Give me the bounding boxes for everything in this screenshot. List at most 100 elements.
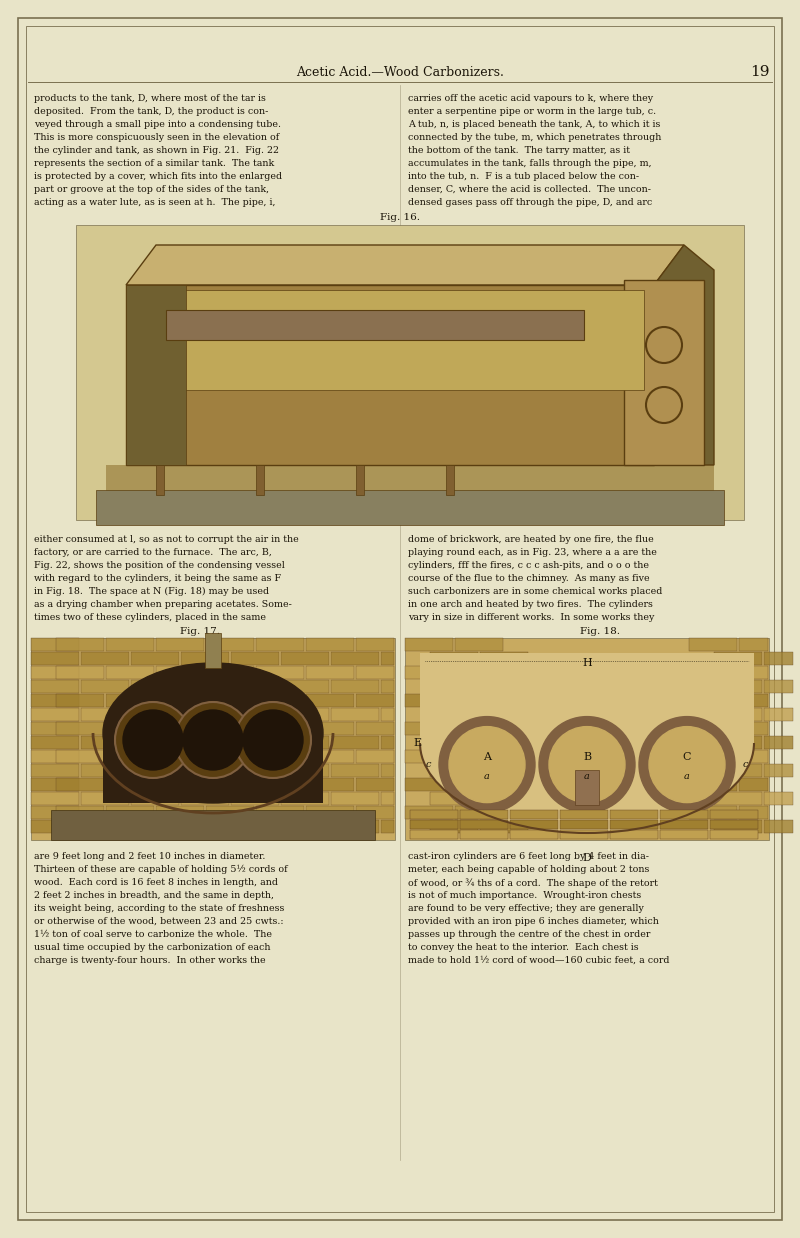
Bar: [206, 722, 254, 735]
Circle shape: [175, 702, 251, 777]
Bar: [256, 750, 304, 763]
Bar: [181, 737, 229, 749]
Text: 19: 19: [750, 66, 770, 79]
Text: C: C: [682, 751, 691, 761]
Bar: [256, 638, 304, 651]
Bar: [31, 652, 79, 665]
Bar: [689, 777, 737, 791]
Bar: [156, 806, 204, 820]
Bar: [455, 750, 503, 763]
Bar: [256, 465, 264, 495]
Bar: [739, 750, 768, 763]
Bar: [510, 810, 558, 820]
Bar: [81, 680, 129, 693]
Bar: [455, 806, 503, 820]
Bar: [510, 820, 558, 829]
Text: provided with an iron pipe 6 inches diameter, which: provided with an iron pipe 6 inches diam…: [408, 917, 659, 926]
Bar: [206, 806, 254, 820]
Bar: [31, 638, 395, 841]
Bar: [455, 666, 503, 678]
Text: veyed through a small pipe into a condensing tube.: veyed through a small pipe into a conden…: [34, 120, 281, 129]
Bar: [430, 820, 478, 833]
Text: into the tub, n.  F is a tub placed below the con-: into the tub, n. F is a tub placed below…: [408, 172, 639, 181]
Text: Fig. 16.: Fig. 16.: [380, 213, 420, 222]
Bar: [256, 806, 304, 820]
Text: times two of these cylinders, placed in the same: times two of these cylinders, placed in …: [34, 613, 266, 621]
Text: to convey the heat to the interior.  Each chest is: to convey the heat to the interior. Each…: [408, 943, 638, 952]
Bar: [455, 695, 503, 707]
Bar: [405, 638, 769, 841]
Bar: [660, 810, 708, 820]
Text: vary in size in different works.  In some works they: vary in size in different works. In some…: [408, 613, 654, 621]
Bar: [106, 666, 154, 678]
Bar: [156, 695, 204, 707]
Text: A tub, n, is placed beneath the tank, A, to which it is: A tub, n, is placed beneath the tank, A,…: [408, 120, 660, 129]
Bar: [480, 652, 528, 665]
Bar: [206, 695, 254, 707]
Bar: [405, 750, 453, 763]
Bar: [181, 680, 229, 693]
Circle shape: [649, 727, 725, 802]
Text: charge is twenty-four hours.  In other works the: charge is twenty-four hours. In other wo…: [34, 956, 266, 964]
Bar: [256, 695, 304, 707]
Text: Fig. 17.: Fig. 17.: [180, 626, 220, 636]
Bar: [410, 810, 458, 820]
Bar: [136, 290, 644, 390]
Circle shape: [639, 717, 735, 812]
Bar: [306, 722, 354, 735]
Bar: [430, 708, 478, 721]
Text: of wood, or ¾ ths of a cord.  The shape of the retort: of wood, or ¾ ths of a cord. The shape o…: [408, 878, 658, 888]
Bar: [714, 820, 762, 833]
Bar: [331, 820, 379, 833]
Text: usual time occupied by the carbonization of each: usual time occupied by the carbonization…: [34, 943, 270, 952]
Ellipse shape: [420, 652, 754, 833]
Bar: [764, 680, 793, 693]
Text: part or groove at the top of the sides of the tank,: part or groove at the top of the sides o…: [34, 184, 269, 194]
Bar: [76, 225, 744, 520]
Circle shape: [549, 727, 625, 802]
Bar: [106, 638, 154, 651]
Circle shape: [449, 727, 525, 802]
Bar: [689, 638, 737, 651]
Bar: [405, 666, 453, 678]
Bar: [206, 750, 254, 763]
Bar: [96, 490, 724, 525]
Text: H: H: [582, 659, 592, 669]
Bar: [460, 829, 508, 839]
Text: This is more conspicuously seen in the elevation of: This is more conspicuously seen in the e…: [34, 132, 279, 142]
Text: 1½ ton of coal serve to carbonize the whole.  The: 1½ ton of coal serve to carbonize the wh…: [34, 930, 272, 938]
Bar: [610, 810, 658, 820]
Bar: [131, 764, 179, 777]
Bar: [306, 666, 354, 678]
Bar: [410, 829, 458, 839]
Bar: [689, 666, 737, 678]
Text: is protected by a cover, which fits into the enlarged: is protected by a cover, which fits into…: [34, 172, 282, 181]
Bar: [231, 708, 279, 721]
Bar: [430, 652, 478, 665]
Text: playing round each, as in Fig. 23, where a a are the: playing round each, as in Fig. 23, where…: [408, 548, 657, 557]
Bar: [381, 652, 394, 665]
Text: such carbonizers are in some chemical works placed: such carbonizers are in some chemical wo…: [408, 587, 662, 595]
Circle shape: [235, 702, 311, 777]
Bar: [131, 737, 179, 749]
Bar: [430, 737, 478, 749]
Text: factory, or are carried to the furnace.  The arc, B,: factory, or are carried to the furnace. …: [34, 548, 272, 557]
Bar: [81, 764, 129, 777]
Bar: [166, 310, 584, 340]
Text: a: a: [484, 773, 490, 781]
Bar: [56, 722, 104, 735]
Bar: [356, 465, 364, 495]
Bar: [460, 820, 508, 829]
Bar: [306, 695, 354, 707]
Bar: [231, 820, 279, 833]
Text: dome of brickwork, are heated by one fire, the flue: dome of brickwork, are heated by one fir…: [408, 535, 654, 543]
Bar: [739, 695, 768, 707]
Text: wood.  Each cord is 16 feet 8 inches in length, and: wood. Each cord is 16 feet 8 inches in l…: [34, 878, 278, 886]
Bar: [281, 652, 329, 665]
Bar: [31, 695, 79, 707]
Bar: [56, 638, 104, 651]
Bar: [560, 810, 608, 820]
Bar: [714, 652, 762, 665]
Bar: [560, 829, 608, 839]
Bar: [331, 680, 379, 693]
